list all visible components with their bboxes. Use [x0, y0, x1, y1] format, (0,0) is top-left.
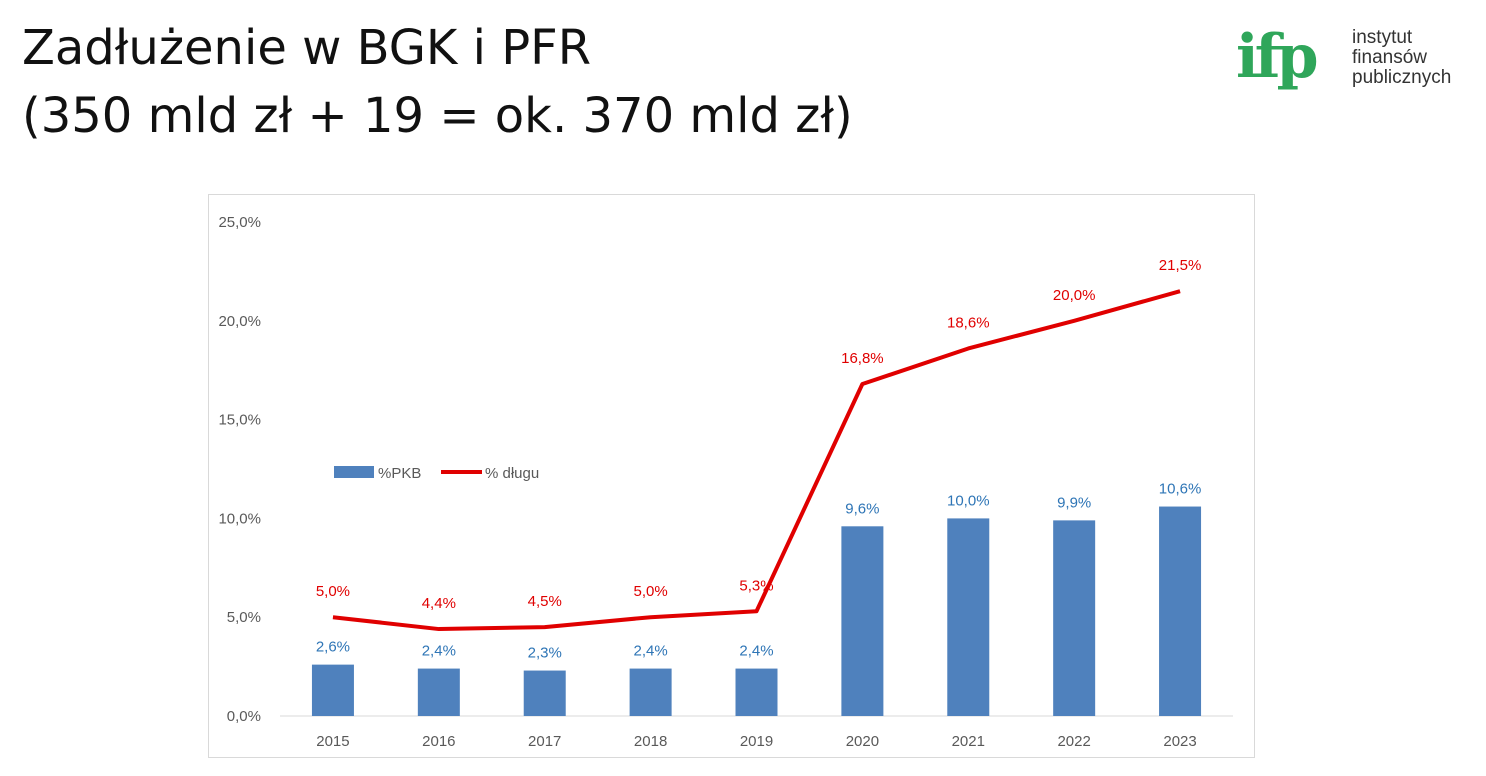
x-tick-label: 2022 [1057, 733, 1090, 750]
ifp-logo: ifp instytut finansów publicznych [1236, 22, 1476, 116]
y-tick-label: 0,0% [227, 708, 261, 725]
slide-title: Zadłużenie w BGK i PFR (350 mld zł + 19 … [22, 14, 853, 150]
x-tick-label: 2016 [422, 733, 455, 750]
bar-data-label: 2,4% [739, 643, 773, 660]
chart-frame [208, 194, 1255, 758]
bar [417, 668, 460, 716]
bar [311, 664, 354, 716]
bar-data-label: 2,4% [634, 643, 668, 660]
ifp-logo-line2: finansów [1352, 47, 1427, 68]
y-tick-label: 25,0% [218, 214, 261, 231]
x-tick-label: 2020 [846, 733, 879, 750]
bar-data-label: 2,6% [316, 639, 350, 656]
y-tick-label: 20,0% [218, 313, 261, 330]
legend-bar-swatch [334, 466, 374, 478]
slide-title-line1: Zadłużenie w BGK i PFR [22, 20, 592, 76]
line-data-labels: 5,0% 4,4% 4,5% 5,0% 5,3% 16,8% 18,6% 20,0% 21,5% [316, 257, 1202, 630]
y-tick-label: 5,0% [227, 609, 261, 626]
line-data-label: 16,8% [841, 350, 884, 367]
x-axis: 2015 2016 2017 2018 2019 2020 2021 2022 2023 [316, 733, 1196, 750]
bar-data-label: 2,4% [422, 643, 456, 660]
bar-data-label: 9,9% [1057, 494, 1091, 511]
legend: %PKB % długu [334, 465, 539, 482]
x-tick-label: 2017 [528, 733, 561, 750]
bar-data-labels: 2,6% 2,4% 2,3% 2,4% 2,4% 9,6% 10,0% 9,9% 10,6% [316, 481, 1201, 662]
bar [735, 668, 778, 716]
ifp-logo-line1: instytut [1352, 27, 1413, 48]
bar-data-label: 9,6% [845, 500, 879, 517]
x-tick-label: 2023 [1163, 733, 1196, 750]
line-data-label: 4,5% [528, 593, 562, 610]
line-data-label: 20,0% [1053, 287, 1096, 304]
slide-title-line2: (350 mld zł + 19 = ok. 370 mld zł) [22, 88, 853, 144]
line-data-label: 5,0% [634, 583, 668, 600]
legend-line-label: % długu [485, 465, 539, 482]
line-data-label: 21,5% [1159, 257, 1202, 274]
bar [841, 526, 884, 716]
line-data-label: 5,0% [316, 583, 350, 600]
bar-series [311, 506, 1202, 716]
y-tick-label: 10,0% [218, 510, 261, 527]
bar [629, 668, 672, 716]
ifp-logo-line3: publicznych [1352, 67, 1452, 88]
y-axis: 0,0% 5,0% 10,0% 15,0% 20,0% 25,0% [218, 214, 261, 725]
bar [1159, 506, 1202, 716]
bar-data-label: 2,3% [528, 645, 562, 662]
line-data-label: 4,4% [422, 595, 456, 612]
ifp-logo-mark: ifp [1236, 22, 1319, 92]
ifp-logo-text: instytut finansów publicznych [1352, 28, 1451, 88]
line-data-label: 5,3% [739, 577, 773, 594]
x-tick-label: 2015 [316, 733, 349, 750]
bar [523, 670, 566, 716]
x-tick-label: 2018 [634, 733, 667, 750]
bar-data-label: 10,0% [947, 492, 990, 509]
bar [1053, 520, 1096, 716]
x-tick-label: 2019 [740, 733, 773, 750]
line-data-label: 18,6% [947, 314, 990, 331]
legend-bar-label: %PKB [378, 465, 421, 482]
x-tick-label: 2021 [952, 733, 985, 750]
bar [947, 518, 990, 716]
y-tick-label: 15,0% [218, 412, 261, 429]
bar-data-label: 10,6% [1159, 481, 1202, 498]
